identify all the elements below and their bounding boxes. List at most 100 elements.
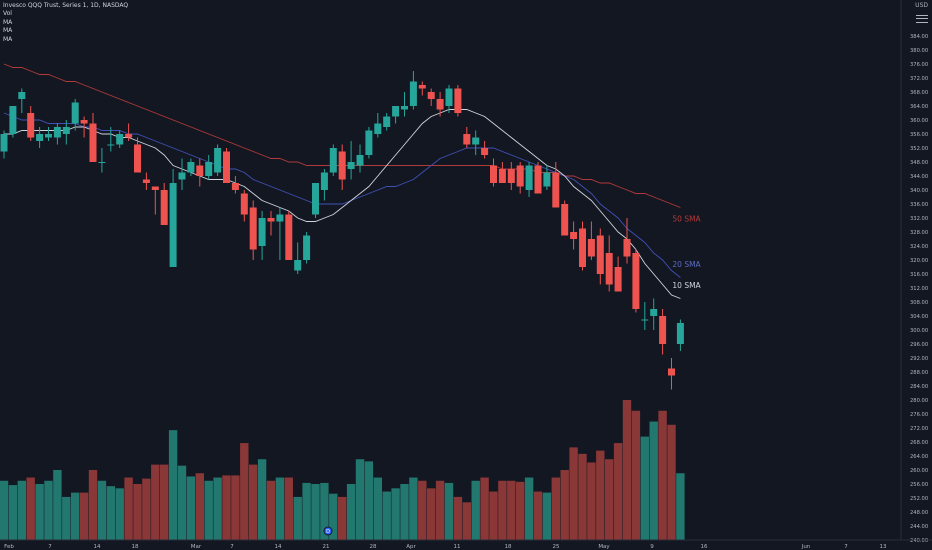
price-tick-label: 368.00: [910, 90, 928, 96]
price-tick-label: 252.00: [910, 496, 928, 502]
volume-bar: [533, 491, 543, 540]
candle-body: [498, 169, 506, 183]
volume-bar: [631, 410, 641, 540]
volume-bar: [364, 461, 374, 540]
volume-bar: [551, 477, 560, 540]
volume-bar: [507, 480, 516, 540]
candle-body: [231, 183, 239, 190]
candle-body: [641, 319, 649, 321]
candle-body: [418, 85, 426, 89]
candle-body: [53, 127, 61, 138]
volume-bar: [382, 491, 391, 540]
volume-bar: [88, 470, 98, 540]
candle-body: [463, 134, 471, 145]
volume-bar: [578, 453, 587, 540]
candle-body: [178, 172, 186, 180]
candle-body: [668, 368, 675, 376]
price-tick-label: 380.00: [910, 48, 928, 54]
time-tick-label: 18: [132, 544, 139, 550]
price-tick-label: 344.00: [910, 174, 928, 180]
candle-body: [142, 179, 150, 183]
candle-body: [294, 260, 302, 271]
volume-bar: [160, 464, 169, 540]
price-tick-label: 356.00: [910, 132, 928, 138]
candle-body: [214, 148, 222, 173]
candle-body: [89, 123, 97, 162]
candle-body: [454, 88, 462, 113]
volume-bar: [275, 477, 285, 540]
volume-bar: [355, 459, 365, 540]
candle-body: [36, 134, 44, 141]
candle-body: [383, 116, 391, 127]
candle-body: [196, 165, 204, 176]
price-tick-label: 376.00: [910, 62, 928, 68]
volume-bar: [560, 470, 569, 540]
volume-bar: [35, 484, 44, 540]
candle-body: [587, 239, 595, 257]
volume-bar: [302, 482, 311, 540]
price-tick-label: 332.00: [910, 216, 928, 222]
candle-body: [169, 183, 177, 267]
volume-bar: [640, 436, 649, 540]
price-tick-label: 316.00: [910, 272, 928, 278]
candle-body: [62, 127, 70, 134]
candle-body: [623, 239, 631, 257]
candle-body: [27, 113, 35, 138]
legend-ma-label[interactable]: MA: [3, 35, 13, 43]
volume-bar: [658, 410, 667, 540]
volume-bar: [498, 480, 507, 540]
candle-body: [312, 183, 319, 215]
legend-ma-label[interactable]: MA: [3, 27, 13, 35]
candle-body: [329, 148, 337, 173]
volume-bar: [8, 485, 18, 540]
candle-body: [151, 186, 159, 190]
volume-bar: [667, 424, 676, 540]
price-tick-label: 256.00: [910, 482, 928, 488]
volume-bar: [338, 496, 347, 540]
sma20-label: 20 SMA: [672, 260, 701, 269]
price-tick-label: 288.00: [910, 370, 928, 376]
time-tick-label: 7: [230, 544, 234, 550]
volume-bar: [400, 484, 409, 540]
volume-bar: [71, 492, 80, 540]
legend-ma-label[interactable]: MA: [3, 18, 13, 26]
volume-bar: [142, 478, 151, 540]
price-tick-label: 248.00: [910, 510, 928, 516]
candle-body: [116, 134, 124, 145]
time-tick-label: 7: [48, 544, 52, 550]
price-tick-label: 292.00: [910, 356, 928, 362]
volume-bar: [329, 493, 338, 540]
legend-volume-label[interactable]: Vol: [3, 10, 12, 18]
volume-bar: [195, 473, 204, 540]
time-tick-label: 13: [880, 544, 887, 550]
price-tick-label: 324.00: [910, 244, 928, 250]
dividend-event-label: D: [326, 529, 330, 535]
candle-body: [0, 134, 8, 152]
candle-body: [561, 204, 569, 236]
volume-bar: [293, 496, 302, 540]
price-tick-label: 240.00: [910, 538, 928, 544]
candle-body: [223, 151, 230, 183]
candle-body: [534, 165, 542, 194]
candle-body: [276, 214, 284, 222]
dividend-event-marker[interactable]: [323, 526, 333, 536]
currency-label[interactable]: USD: [915, 2, 928, 9]
candle-body: [347, 162, 355, 169]
candle-body: [481, 148, 489, 155]
menu-icon[interactable]: [916, 14, 928, 24]
candle-body: [525, 165, 533, 190]
candle-body: [570, 232, 578, 239]
volume-bar: [373, 477, 382, 540]
time-tick-label: 18: [505, 544, 512, 550]
price-tick-label: 280.00: [910, 398, 928, 404]
volume-bar: [320, 482, 329, 540]
time-tick-label: 7: [844, 544, 848, 550]
candle-body: [258, 218, 266, 246]
time-tick-label: May: [598, 544, 610, 550]
volume-bar: [569, 447, 578, 540]
volume-bar: [266, 480, 276, 540]
legend-symbol-line: Invesco QQQ Trust, Series 1, 1D, NASDAQ: [3, 2, 129, 9]
price-tick-label: 268.00: [910, 440, 928, 446]
candle-body: [285, 214, 293, 260]
